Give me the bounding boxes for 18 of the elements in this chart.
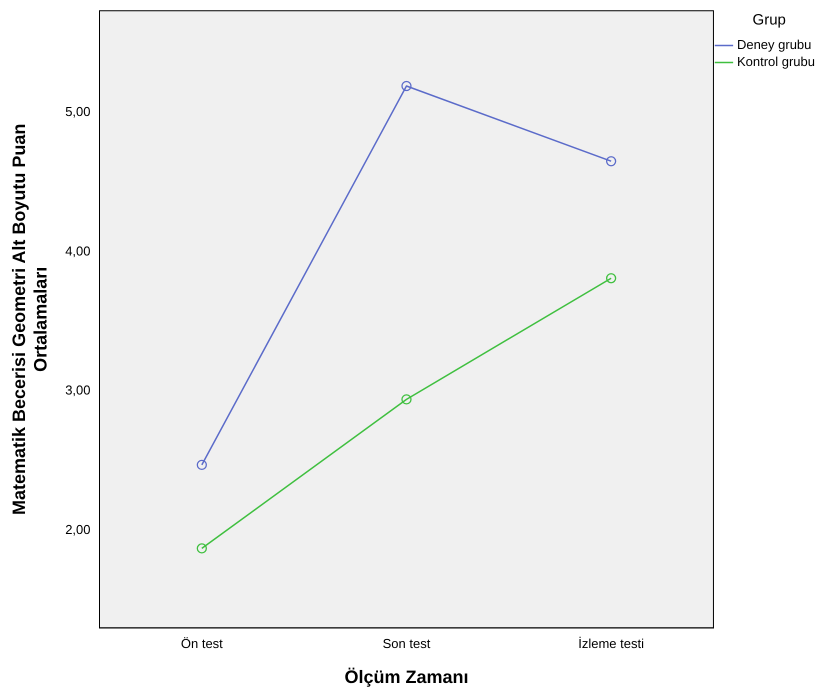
point [606, 156, 616, 166]
x-tick-label: Son test [382, 636, 431, 652]
x-axis-title: Ölçüm Zamanı [344, 667, 468, 688]
point [401, 394, 412, 405]
x-tick-label: Ön test [180, 636, 224, 652]
legend-title: Grup [752, 12, 786, 29]
y-tick-label: 4,00 [65, 243, 90, 258]
y-tick-label: 5,00 [65, 104, 90, 120]
y-tick-label: 3,00 [65, 382, 90, 398]
point [606, 273, 616, 284]
point [196, 460, 207, 470]
point [401, 80, 412, 92]
legend-label: Kontrol grubu [736, 54, 816, 70]
y-axis-title: Matematik Becerisi Geometri Alt Boyutu Puan Ortalamaları [8, 124, 50, 516]
legend-label: Deney grubu [736, 37, 812, 52]
point [196, 543, 207, 554]
x-tick-label: İzleme testi [578, 636, 644, 652]
y-tick-label: 2,00 [65, 522, 90, 537]
